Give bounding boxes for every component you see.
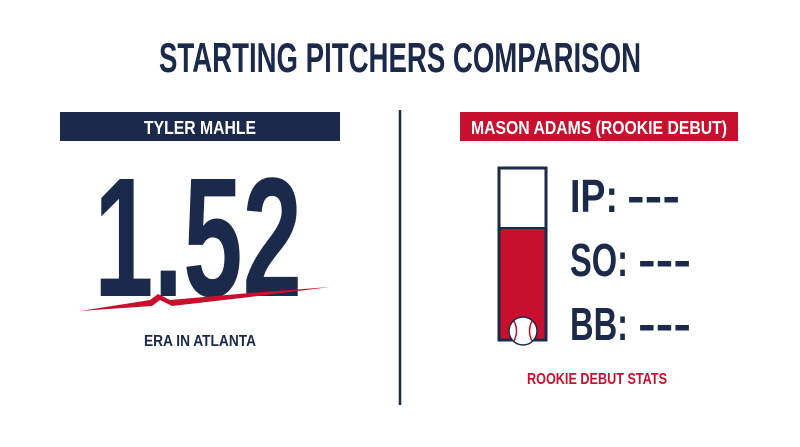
baseball-icon	[508, 316, 538, 346]
title: STARTING PITCHERS COMPARISON	[159, 34, 641, 81]
big-stat-caption: ERA IN ATLANTA	[144, 333, 256, 350]
stat-label: SO:	[570, 234, 628, 286]
left-header-bar	[60, 112, 340, 141]
stat-label: IP:	[570, 170, 618, 222]
stat-value: ---	[638, 234, 691, 286]
right-caption: ROOKIE DEBUT STATS	[527, 371, 667, 388]
swoosh	[80, 287, 330, 311]
right-header-bar	[460, 112, 738, 141]
stat-value: ---	[638, 298, 691, 350]
baseball-stitches	[513, 320, 533, 342]
stat-value: ---	[627, 170, 680, 222]
right-player-name: MASON ADAMS (ROOKIE DEBUT)	[471, 118, 727, 138]
left-player-name: TYLER MAHLE	[144, 118, 256, 138]
stat-label: BB:	[570, 298, 628, 350]
